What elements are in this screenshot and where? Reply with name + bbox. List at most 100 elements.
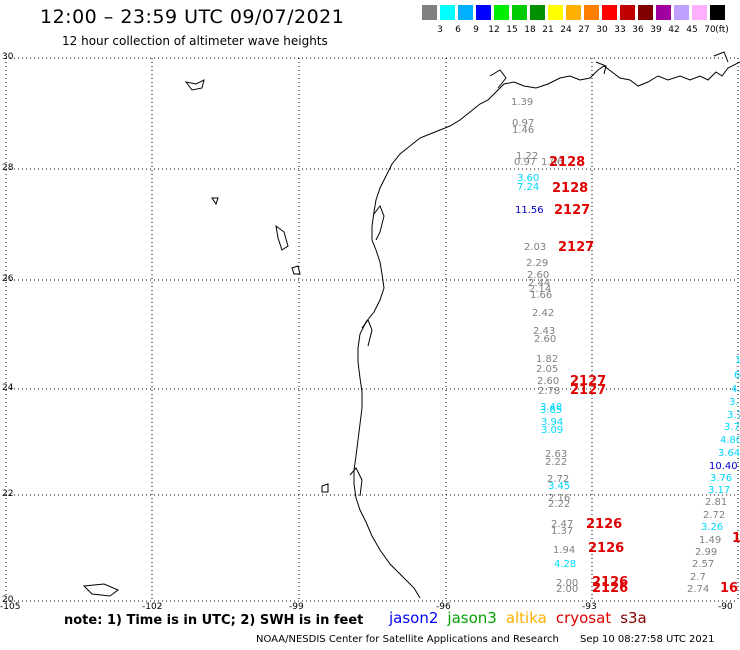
- pass-number: 2127: [570, 374, 607, 389]
- wave-height-value: 1.46: [512, 125, 535, 136]
- scale-label: 42: [668, 25, 680, 35]
- scale-label: 24: [560, 25, 572, 35]
- footer-credit: NOAA/NESDIS Center for Satellite Applica…: [256, 634, 559, 645]
- legend-jason3: jason3: [447, 609, 497, 627]
- latitude-label: 24: [2, 383, 14, 393]
- wave-height-value: 4.: [731, 384, 740, 395]
- wave-height-value: 2.74: [687, 584, 710, 595]
- wave-height-value: 2.14: [529, 284, 552, 295]
- wave-height-value: 1.22: [516, 151, 539, 162]
- wave-height-value: 4.28: [554, 559, 577, 570]
- wave-height-value: 2.03: [524, 242, 547, 253]
- island-4: [82, 583, 119, 597]
- wave-height-value: 2.43: [533, 326, 556, 337]
- latitude-label: 22: [2, 489, 14, 499]
- scale-swatch: [548, 5, 563, 20]
- scale-label: 3: [437, 25, 443, 35]
- wave-height-value: 2.47: [551, 519, 574, 530]
- wave-height-value: 2.22: [548, 499, 571, 510]
- wave-height-value: 2.42: [532, 308, 555, 319]
- scale-swatch: [440, 5, 455, 20]
- scale-swatch: [530, 5, 545, 20]
- longitude-label: -90: [718, 602, 733, 612]
- scale-swatch: [476, 5, 491, 20]
- pass-number: 2126: [586, 517, 623, 532]
- scale-label: 18: [524, 25, 536, 35]
- wave-height-value: 2.60: [527, 270, 550, 281]
- wave-height-value: 3.: [729, 397, 739, 408]
- longitude-label: -96: [436, 602, 451, 612]
- scale-swatch: [656, 5, 671, 20]
- wave-height-value: 1.66: [530, 290, 553, 301]
- pass-number: 2127: [558, 240, 595, 255]
- island-3: [291, 265, 301, 275]
- scale-unit: (ft): [715, 25, 729, 35]
- scale-label: 39: [650, 25, 662, 35]
- wave-height-value: 10.40: [709, 461, 738, 472]
- satellite-legend: jason2 jason3 altika cryosat s3a: [389, 609, 656, 627]
- scale-swatch: [458, 5, 473, 20]
- longitude-label: -102: [142, 602, 163, 612]
- scale-swatch: [692, 5, 707, 20]
- wave-height-value: 3.64: [718, 448, 740, 459]
- page-title: 12:00 – 23:59 UTC 09/07/2021: [40, 6, 345, 28]
- texas-louisiana-coastline: [353, 61, 740, 599]
- scale-label: 12: [488, 25, 500, 35]
- scale-label: 6: [455, 25, 461, 35]
- wave-height-value: 1.37: [551, 526, 574, 537]
- wave-height-value: 2.99: [695, 547, 718, 558]
- scale-label: 9: [473, 25, 479, 35]
- scale-swatch: [512, 5, 527, 20]
- pass-number: 16: [720, 581, 739, 596]
- pass-number: 2127: [554, 203, 591, 218]
- scale-swatch: [584, 5, 599, 20]
- wave-height-value: 2.72: [547, 474, 570, 485]
- wave-height-value: 2.63: [545, 449, 568, 460]
- wave-height-value: 3.76: [710, 473, 733, 484]
- latitude-label: 28: [2, 163, 14, 173]
- scale-swatch: [422, 5, 437, 20]
- lat-lon-grid: [5, 57, 739, 602]
- coastline: [82, 51, 740, 599]
- wave-height-value: 3.60: [517, 173, 540, 184]
- latitude-label: 30: [2, 52, 14, 62]
- wave-height-value: 2.60: [537, 376, 560, 387]
- wave-height-value: 3.09: [541, 425, 564, 436]
- scale-swatch: [638, 5, 653, 20]
- scale-swatch: [494, 5, 509, 20]
- scale-label: 33: [614, 25, 626, 35]
- wave-height-value: 7.24: [517, 182, 540, 193]
- wave-height-value: 2.44: [528, 278, 551, 289]
- scale-label: 70: [704, 25, 716, 35]
- note-text: note: 1) Time is in UTC; 2) SWH is in fe…: [64, 613, 364, 628]
- scale-label: 27: [578, 25, 590, 35]
- page-subtitle: 12 hour collection of altimeter wave hei…: [62, 34, 328, 48]
- wave-height-value: 3.48: [540, 402, 563, 413]
- wave-height-value: 2.22: [545, 457, 568, 468]
- wave-height-value: 3.17: [708, 485, 731, 496]
- wave-height-value: 1: [735, 355, 740, 366]
- bay-outline-2: [595, 61, 607, 75]
- legend-altika: altika: [505, 609, 547, 627]
- wave-height-value: 0.97: [512, 118, 535, 129]
- wave-height-value: 2.81: [705, 497, 728, 508]
- scale-label: 15: [506, 25, 518, 35]
- wave-height-value: 2.7: [690, 572, 706, 583]
- scale-label: 45: [686, 25, 698, 35]
- wave-height-value: 4.80: [720, 435, 740, 446]
- pass-number: 2126: [592, 575, 629, 590]
- longitude-label: -105: [0, 602, 21, 612]
- latitude-label: 26: [2, 274, 14, 284]
- wave-height-value: 3.45: [548, 481, 571, 492]
- pass-number: 2126: [588, 541, 625, 556]
- pass-number: 2128: [552, 181, 589, 196]
- wave-height-value: 2.16: [548, 493, 571, 504]
- wave-height-value: 2.78: [538, 386, 561, 397]
- coastal-lagoon-2: [361, 318, 373, 347]
- island-5: [211, 197, 219, 206]
- island-1: [184, 79, 205, 91]
- island-2: [275, 224, 289, 251]
- wave-height-value: 2.57: [692, 559, 715, 570]
- scale-swatch: [566, 5, 581, 20]
- scale-swatch: [602, 5, 617, 20]
